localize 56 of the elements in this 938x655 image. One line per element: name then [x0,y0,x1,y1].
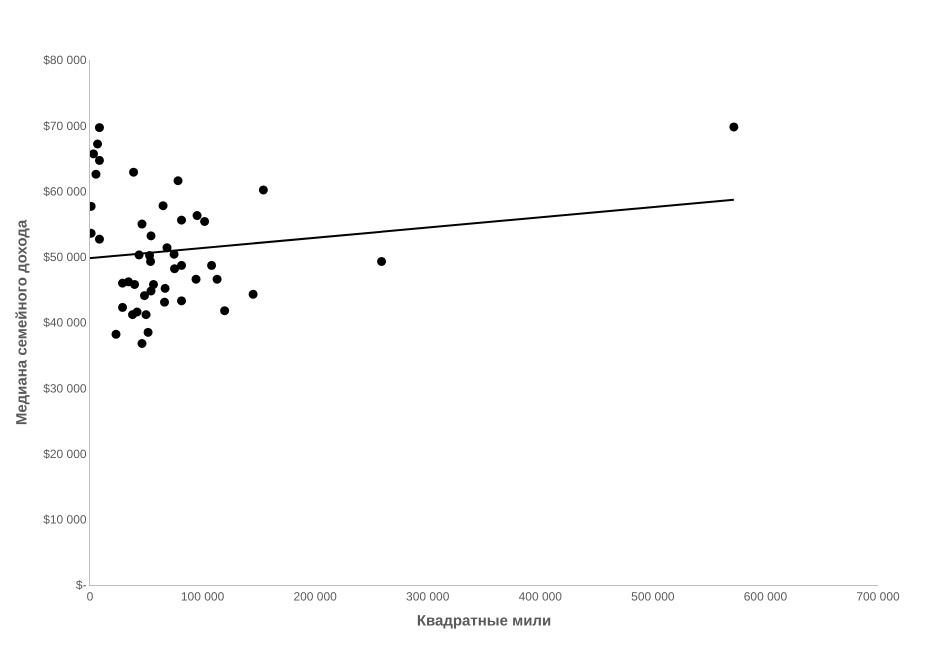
x-tick-label: 0 [86,589,94,604]
point [160,298,170,307]
point [118,302,128,312]
point [130,280,140,289]
x-tick-label: 700 000 [856,589,900,604]
y-tick-label: $10 000 [43,512,87,527]
point [170,264,180,274]
point [160,284,170,293]
point [94,123,104,132]
y-tick-label: $80 000 [43,53,87,68]
point [177,296,186,306]
x-tick-label: 300 000 [406,589,450,604]
point [177,216,186,225]
point [174,176,183,186]
point [200,216,210,226]
y-tick-label: $50 000 [43,250,87,264]
point [94,234,104,244]
y-tick-label: $- [76,578,87,592]
point [248,290,258,299]
x-axis-title: Квадратные мили [416,612,552,630]
point [177,260,186,270]
y-tick-label: $20 000 [43,446,87,461]
point [112,330,120,339]
point [192,211,202,220]
y-tick-label: $30 000 [43,381,87,396]
point [138,339,147,348]
point [729,122,738,132]
x-tick-label: 500 000 [631,589,675,604]
point [158,201,168,210]
point [90,149,98,158]
point [93,140,102,148]
y-tick-label: $60 000 [43,184,87,198]
point [140,291,149,300]
point [207,260,216,270]
point [192,274,201,284]
point [377,256,386,266]
x-tick-label: 200 000 [293,589,338,604]
x-tick-label: 400 000 [518,589,562,604]
point [138,220,147,229]
point [91,170,100,179]
point [146,231,156,240]
x-tick-label: 600 000 [744,589,788,604]
y-axis-title: Медиана семейного дохода [13,219,30,426]
point [220,306,230,316]
point [142,310,151,320]
point [212,274,222,284]
y-tick-label: $70 000 [43,118,87,133]
point [132,308,142,316]
point [258,185,268,194]
y-tick-label: $40 000 [43,316,87,330]
point [94,156,104,165]
point [146,256,156,266]
point [144,328,153,337]
point [146,286,156,296]
x-tick-label: 100 000 [180,589,225,604]
point [129,168,138,177]
